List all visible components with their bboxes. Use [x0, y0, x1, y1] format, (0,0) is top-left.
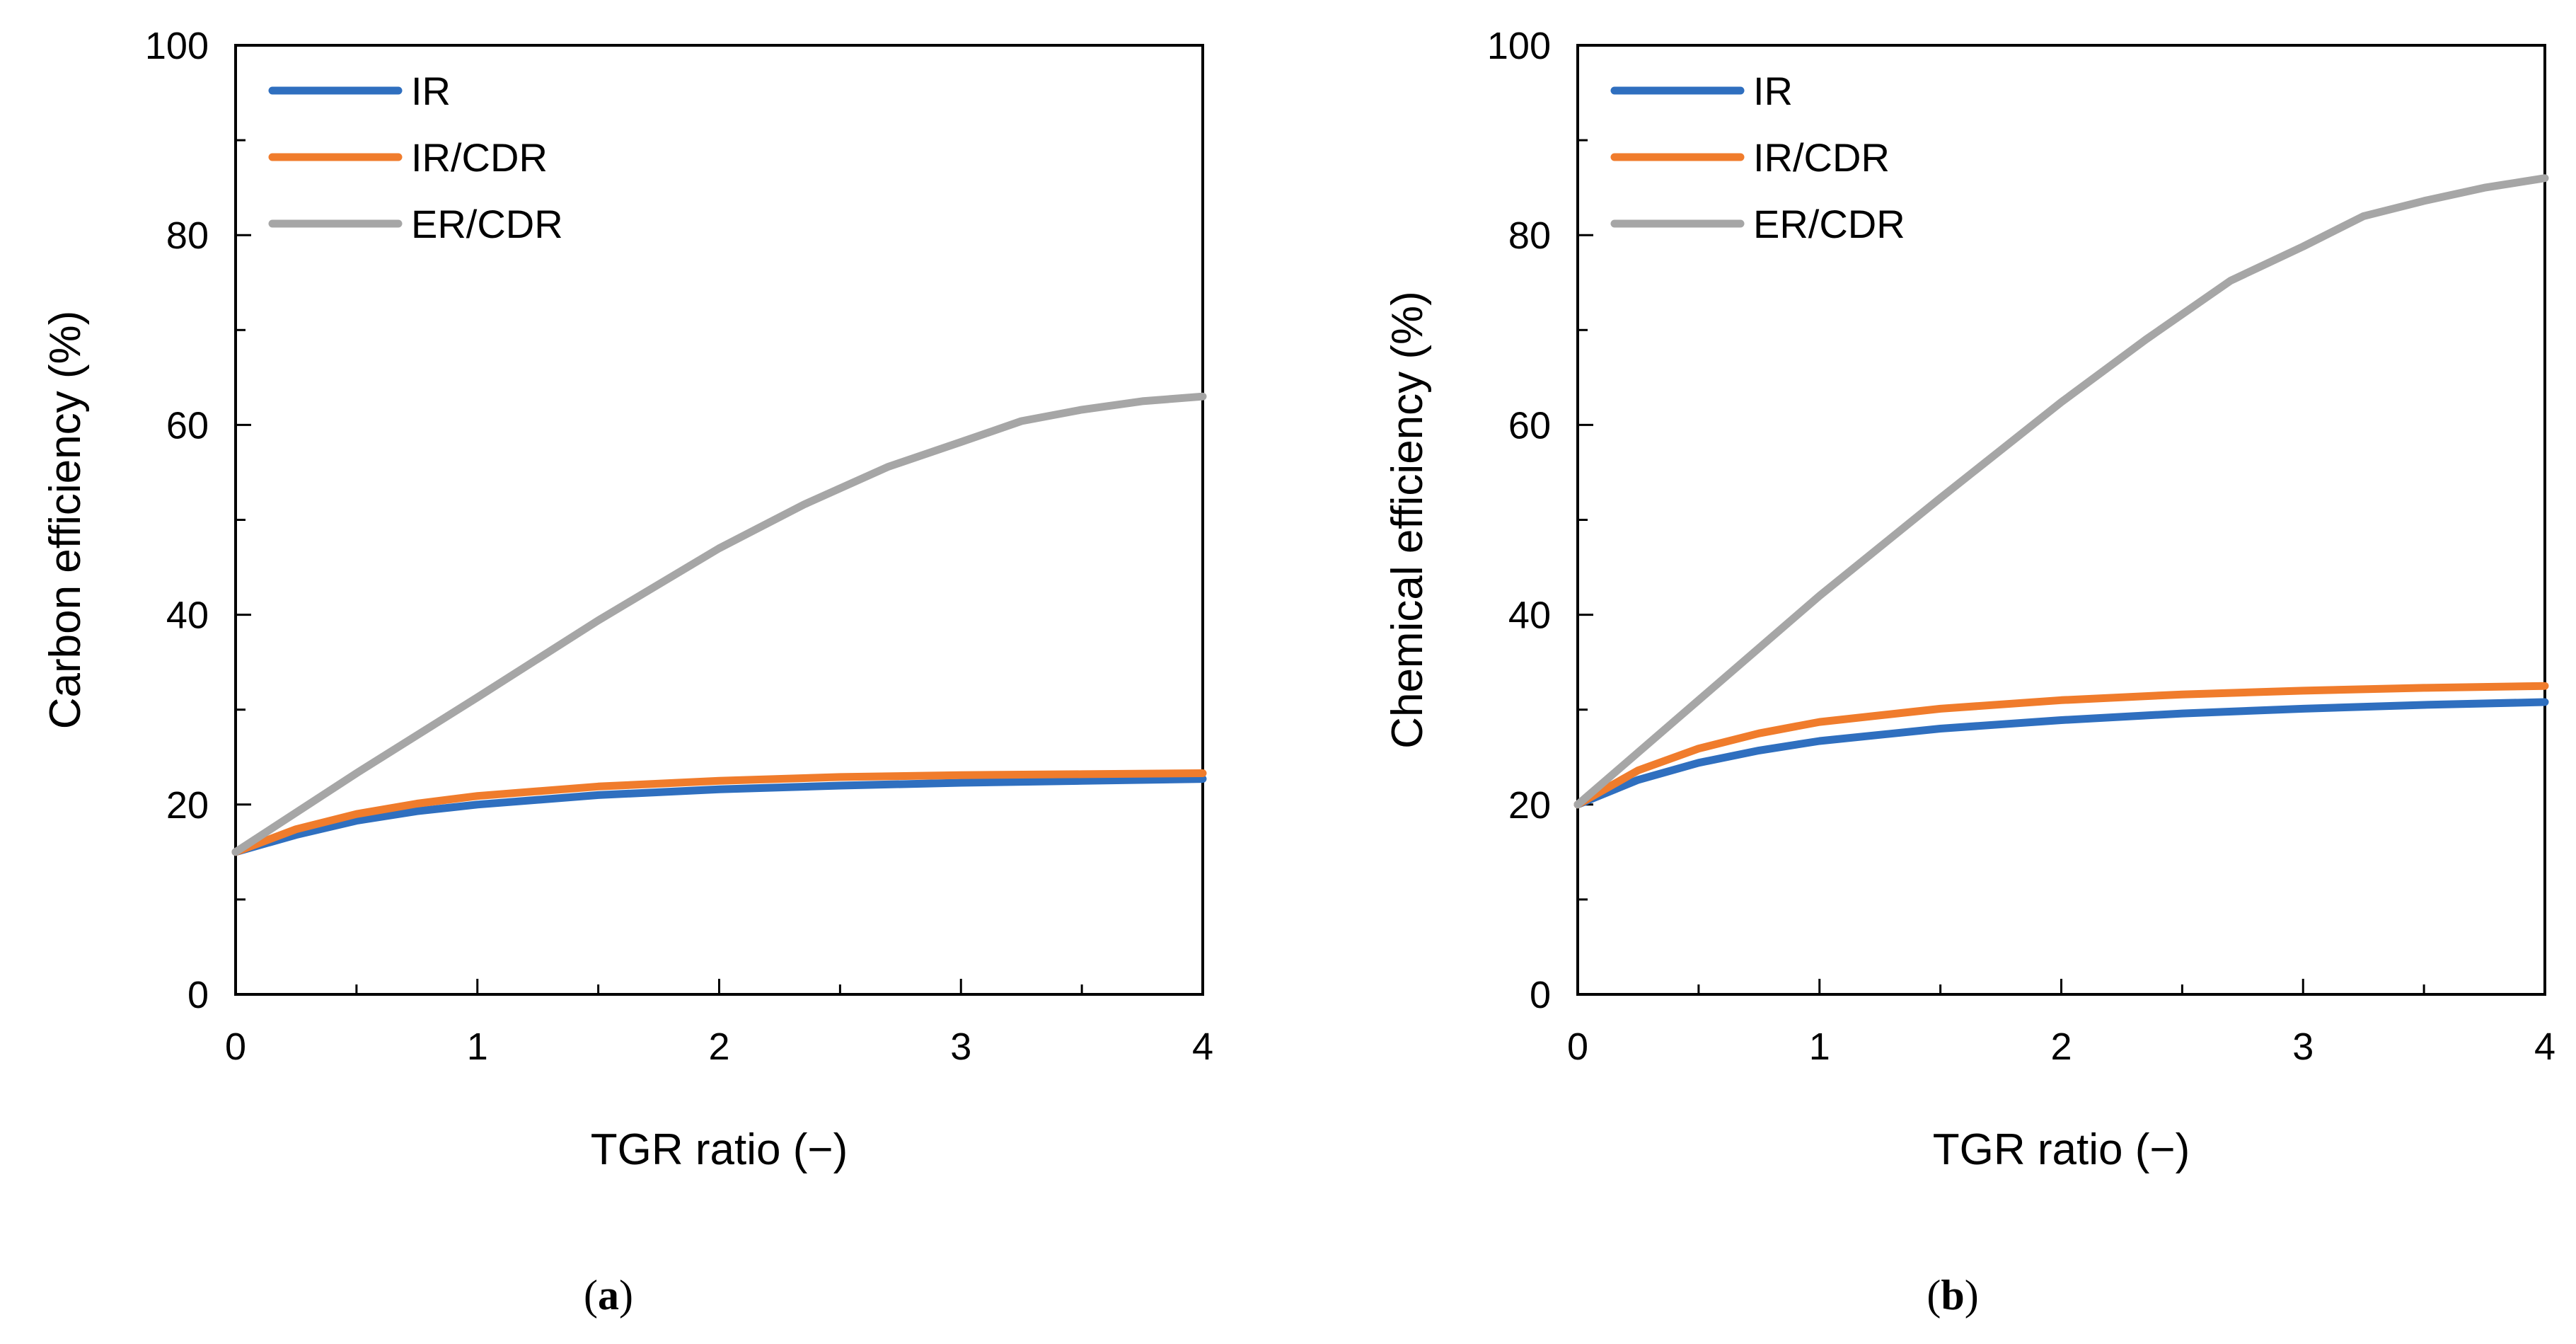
panel-label: (b) — [1927, 1272, 1978, 1319]
y-tick-label: 80 — [166, 214, 209, 257]
y-tick-label: 60 — [166, 404, 209, 447]
y-tick-label: 0 — [187, 974, 209, 1016]
y-tick-label: 100 — [1487, 25, 1551, 67]
y-axis-label: Chemical efficiency (%) — [1383, 291, 1432, 749]
y-tick-label: 0 — [1530, 974, 1551, 1016]
series-line-ir-cdr — [231, 769, 1207, 856]
x-tick-label: 3 — [2292, 1026, 2314, 1068]
y-tick-label: 60 — [1508, 404, 1551, 447]
panel-letter: b — [1941, 1272, 1964, 1319]
x-tick-label: 4 — [2534, 1026, 2555, 1068]
x-tick-label: 3 — [950, 1026, 971, 1068]
legend-label: IR/CDR — [411, 135, 548, 180]
x-tick-label: 2 — [708, 1026, 729, 1068]
x-tick-label: 0 — [1567, 1026, 1588, 1068]
y-tick-label: 40 — [166, 595, 209, 637]
y-tick-label: 80 — [1508, 214, 1551, 257]
series-line-er-cdr — [1573, 174, 2549, 809]
legend-label: IR — [1753, 69, 1793, 113]
legend-label: IR — [411, 69, 451, 113]
x-tick-label: 2 — [2050, 1026, 2072, 1068]
panel-label: (a) — [584, 1272, 633, 1319]
x-tick-label: 4 — [1192, 1026, 1213, 1068]
series-line-ir — [1573, 698, 2549, 809]
x-axis-label: TGR ratio (−) — [591, 1125, 848, 1174]
legend-label: ER/CDR — [411, 202, 563, 246]
legend-label: IR/CDR — [1753, 135, 1890, 180]
panel-letter: a — [598, 1272, 619, 1319]
y-axis-label: Carbon efficiency (%) — [41, 311, 90, 730]
y-tick-label: 40 — [1508, 595, 1551, 637]
series-line-ir — [231, 775, 1207, 856]
x-tick-label: 0 — [225, 1026, 246, 1068]
legend-label: ER/CDR — [1753, 202, 1905, 246]
series-line-er-cdr — [231, 392, 1207, 856]
y-tick-label: 20 — [1508, 784, 1551, 827]
y-tick-label: 100 — [145, 25, 209, 67]
x-tick-label: 1 — [1809, 1026, 1830, 1068]
x-axis-label: TGR ratio (−) — [1933, 1125, 2190, 1174]
x-tick-label: 1 — [467, 1026, 488, 1068]
series-line-ir-cdr — [1573, 682, 2549, 809]
y-tick-label: 20 — [166, 784, 209, 827]
